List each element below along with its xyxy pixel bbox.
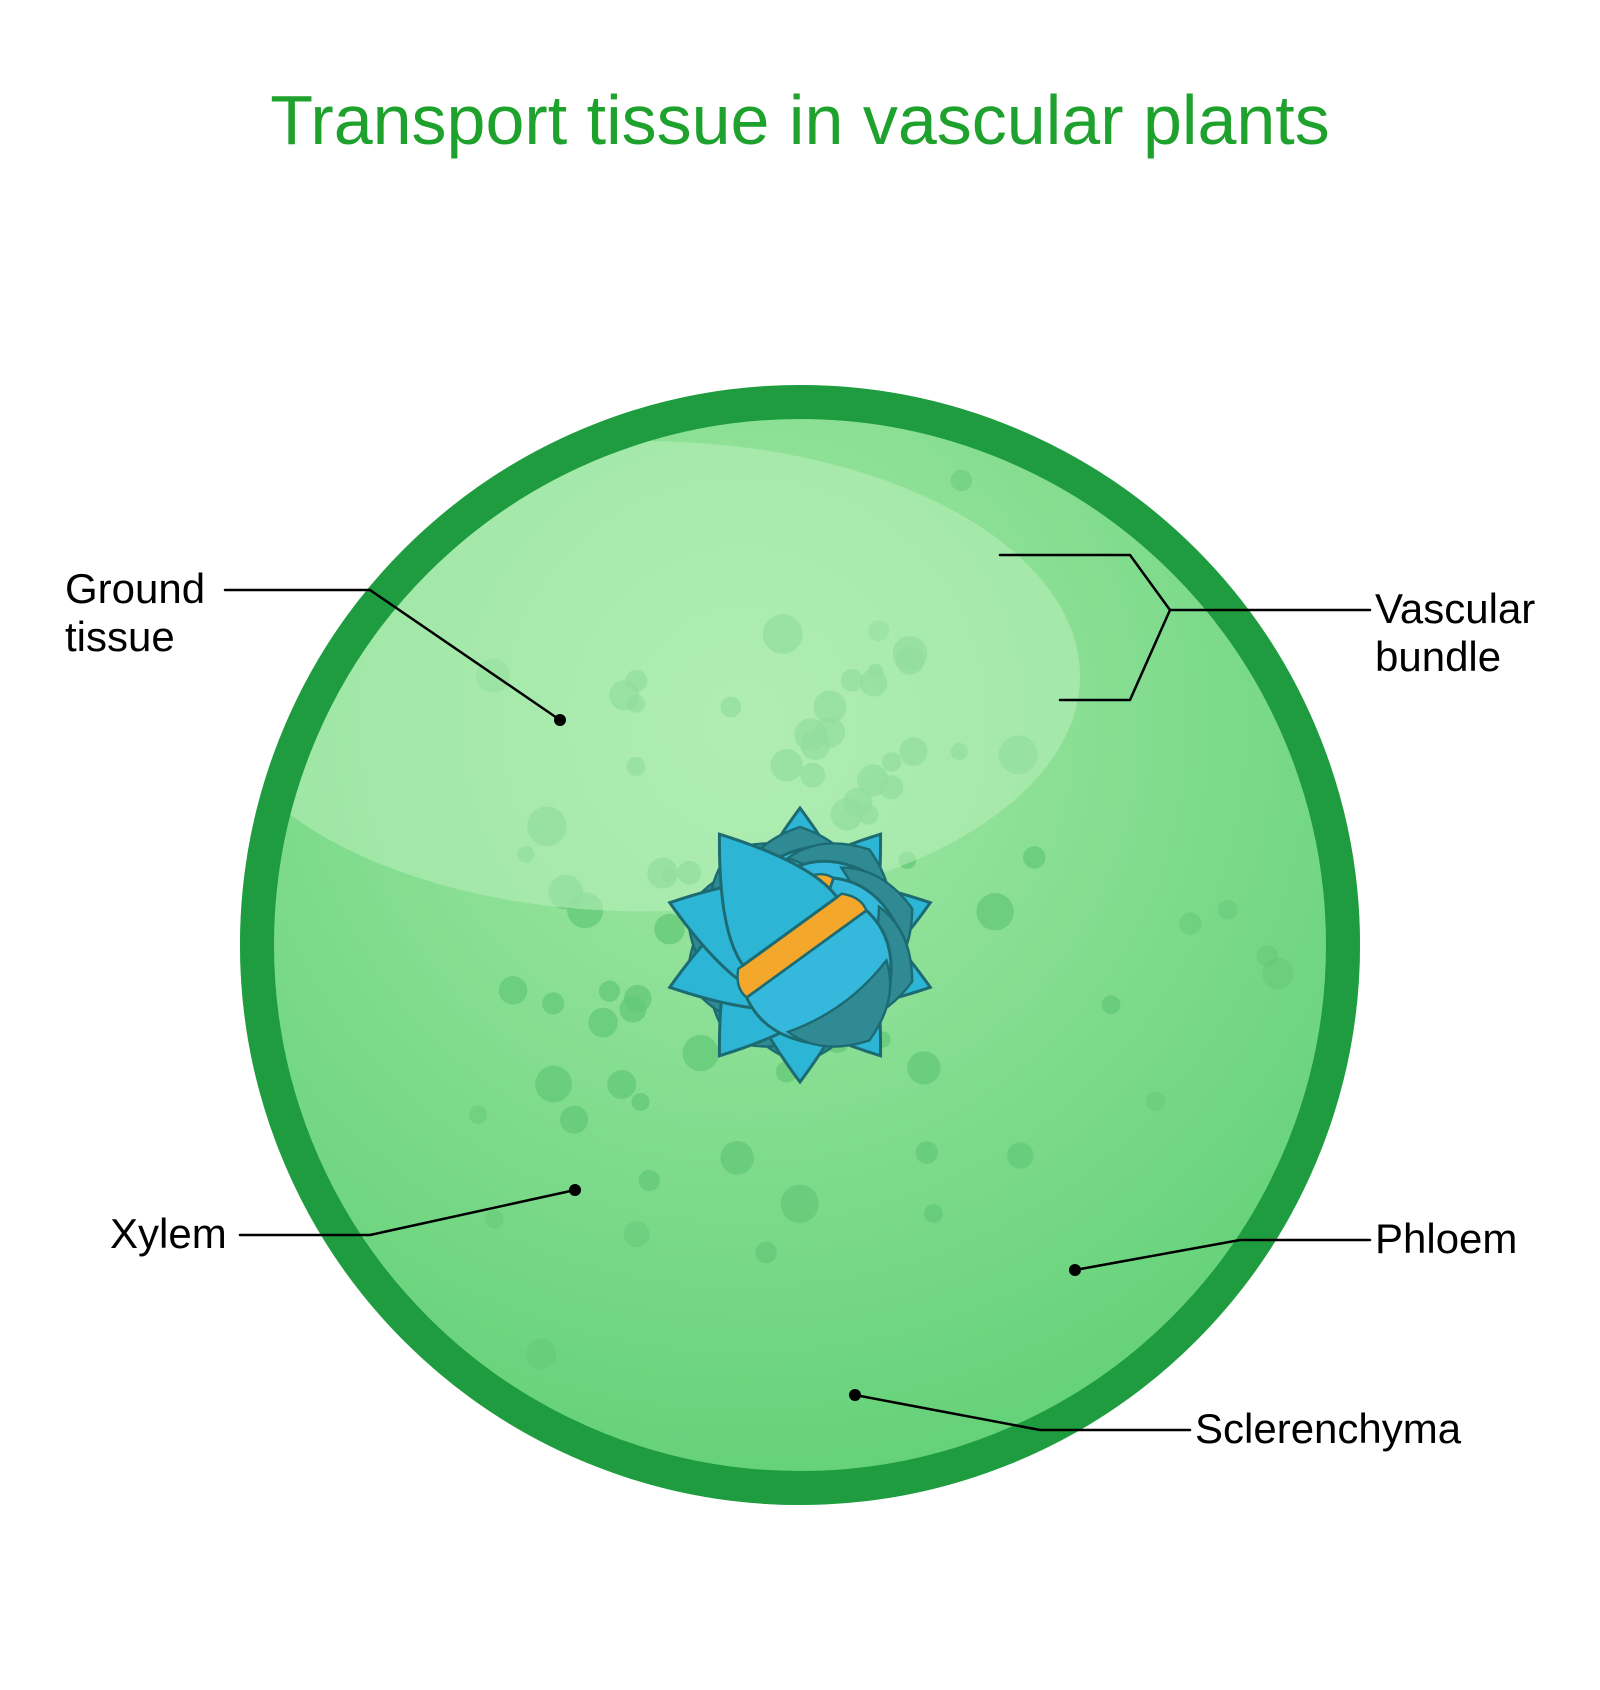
label-sclerenchyma: Sclerenchyma — [1195, 1405, 1461, 1453]
label-ground-tissue: Ground tissue — [65, 565, 205, 662]
label-phloem: Phloem — [1375, 1215, 1517, 1263]
label-xylem: Xylem — [110, 1210, 227, 1258]
stem-cross-section — [206, 385, 1360, 1505]
label-vascular-bundle: Vascular bundle — [1375, 585, 1535, 682]
